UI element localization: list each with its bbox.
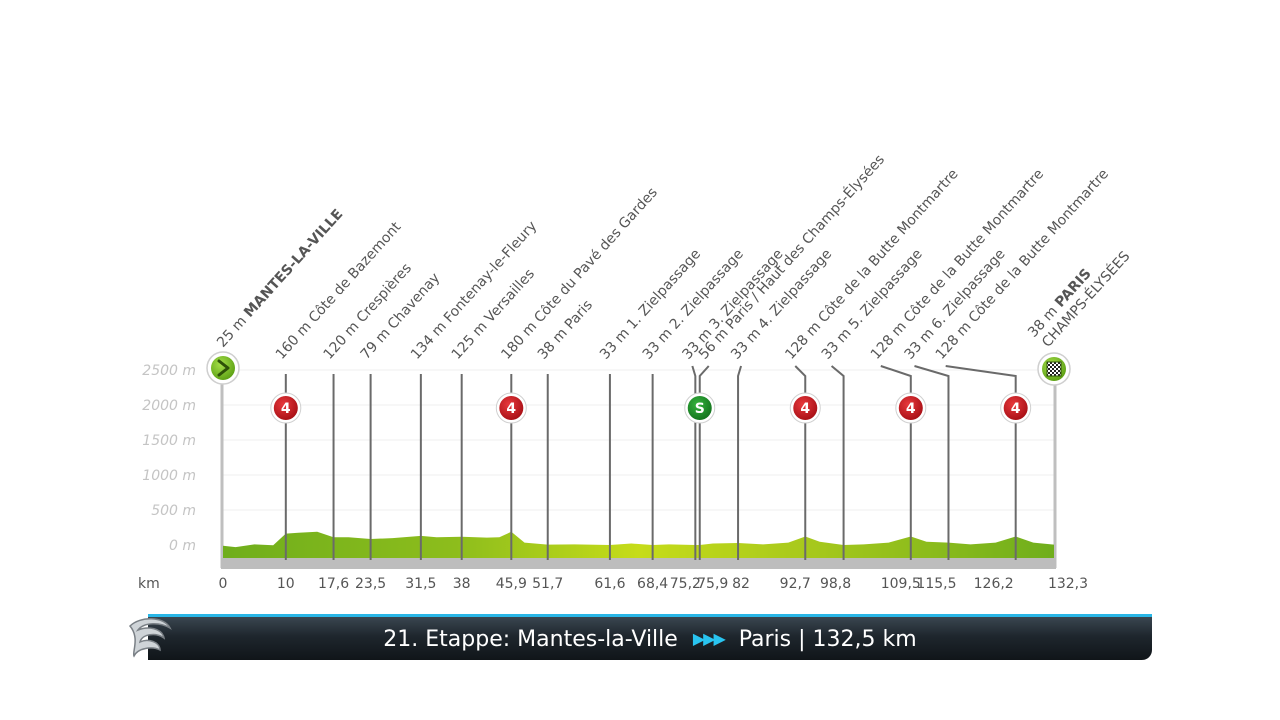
waypoint-name: Paris — [562, 297, 596, 332]
waypoint-lines — [284, 365, 1017, 560]
x-tick-label: 132,3 — [1048, 576, 1088, 592]
waypoint-badges: 4 4 S 4 4 4 — [206, 351, 1071, 424]
badge-fill — [1003, 396, 1028, 420]
x-tick-label: 31,5 — [405, 576, 436, 592]
waypoint-label: 25 m MANTES-LA-VILLE — [214, 206, 346, 350]
x-tick-label: 17,6 — [318, 576, 349, 592]
x-tick-label: 38 — [453, 576, 471, 592]
waypoint-elevation: 128 m — [782, 315, 827, 362]
badge-label: 4 — [800, 401, 810, 417]
y-tick-label: 2000 m — [142, 398, 196, 414]
waypoint-elevation: 160 m — [273, 315, 318, 362]
badge-fill — [898, 396, 923, 420]
y-tick-label: 0 m — [169, 538, 196, 554]
x-tick-label: 92,7 — [780, 576, 811, 592]
stage-title-bar: 21. Etappe: Mantes-la-Ville ▶▶▶ Paris | … — [148, 614, 1152, 660]
x-tick-label: 51,7 — [532, 576, 563, 592]
badge-label: 4 — [906, 401, 916, 417]
waypoint-name: Côte de la Butte Montmartre — [901, 166, 1047, 326]
waypoint-elevation: 134 m — [408, 315, 453, 362]
climb-badge: 4 — [270, 392, 302, 424]
x-tick-label: 82 — [732, 576, 750, 592]
waypoint-elevation: 120 m — [321, 315, 366, 362]
profile-base — [221, 558, 1056, 569]
x-tick-label: 75,9 — [697, 576, 728, 592]
y-tick-label: 1000 m — [142, 468, 196, 484]
elevation-area — [223, 531, 1054, 560]
sprint-badge: S — [684, 392, 716, 424]
badge-fill — [273, 396, 298, 420]
stage-profile-chart: 2500 m 2000 m 1500 m 1000 m 500 m 0 m km 0 10 17… — [138, 151, 1133, 592]
start-icon — [206, 351, 240, 385]
checkered-flag-icon — [1046, 361, 1062, 377]
y-tick-label: 500 m — [151, 503, 196, 519]
badge-label: 4 — [1011, 401, 1021, 417]
badge-label: S — [695, 401, 705, 417]
waypoint-line — [794, 365, 807, 560]
waypoint-line — [691, 365, 697, 560]
waypoint-elevation: 180 m — [498, 315, 543, 362]
finish-icon — [1037, 352, 1071, 386]
x-tick-label: 68,4 — [637, 576, 668, 592]
badge-label: 4 — [281, 401, 291, 417]
climb-badge: 4 — [1000, 392, 1032, 424]
waypoint-name: 1. Zielpassage — [624, 246, 704, 332]
x-tick-label: 98,8 — [820, 576, 851, 592]
badge-fill — [793, 396, 818, 420]
waypoint-name: Côte de la Butte Montmartre — [815, 166, 961, 326]
x-tick-label: 0 — [219, 576, 228, 592]
waypoint-line — [945, 365, 1017, 560]
x-axis-unit: km — [138, 576, 160, 592]
stage-number: 21. Etappe: — [383, 627, 511, 652]
climb-badge: 4 — [895, 392, 927, 424]
stage-finish-distance: Paris | 132,5 km — [738, 627, 917, 652]
badge-fill — [499, 396, 524, 420]
direction-arrows-icon: ▶▶▶ — [692, 629, 726, 648]
x-tick-label: 75,2 — [670, 576, 701, 592]
x-tick-label: 109,5 — [881, 576, 921, 592]
x-axis: km 0 10 17,6 23,5 31,5 38 45,9 51,7 61,6 68,4 75,27… — [138, 576, 1088, 592]
waypoint-line — [698, 365, 710, 560]
stage-title: 21. Etappe: Mantes-la-Ville ▶▶▶ Paris | … — [148, 625, 1152, 654]
elevation-profile — [221, 531, 1056, 569]
start-fill — [211, 356, 235, 380]
climb-badge: 4 — [789, 392, 821, 424]
x-tick-label: 61,6 — [594, 576, 625, 592]
grid-lines — [223, 369, 1054, 511]
x-tick-label: 45,9 — [496, 576, 527, 592]
waypoint-line — [914, 365, 950, 560]
waypoint-line — [737, 365, 743, 560]
x-tick-label: 115,5 — [916, 576, 956, 592]
y-axis: 2500 m 2000 m 1500 m 1000 m 500 m 0 m — [142, 363, 1057, 568]
stage-start: Mantes-la-Ville — [517, 627, 678, 652]
badge-label: 4 — [506, 401, 516, 417]
y-tick-label: 1500 m — [142, 433, 196, 449]
waypoint-line — [880, 365, 912, 560]
y-tick-label: 2500 m — [142, 363, 196, 379]
x-tick-label: 23,5 — [355, 576, 386, 592]
climb-badge: 4 — [495, 392, 527, 424]
x-tick-label: 10 — [277, 576, 295, 592]
broadcaster-logo-icon — [128, 618, 172, 658]
start-arrow-icon — [217, 359, 230, 377]
waypoint-line — [830, 365, 845, 560]
badge-fill — [687, 396, 712, 420]
x-tick-label: 126,2 — [974, 576, 1014, 592]
